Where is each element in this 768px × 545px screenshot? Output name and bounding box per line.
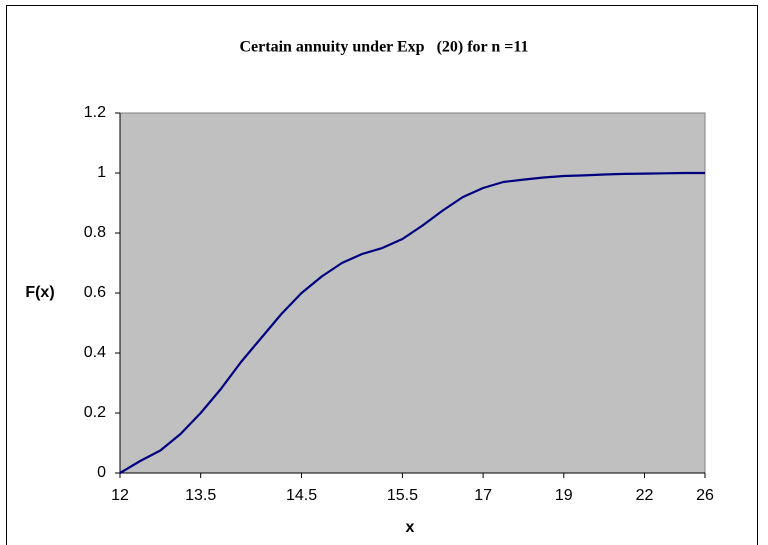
x-tick-label: 22 — [636, 487, 654, 504]
y-tick-label: 0.2 — [84, 404, 106, 421]
y-tick-label: 0.8 — [84, 224, 106, 241]
x-tick-label: 26 — [696, 487, 714, 504]
x-tick-label: 14.5 — [286, 487, 317, 504]
x-tick-label: 19 — [555, 487, 573, 504]
x-tick-label: 17 — [474, 487, 492, 504]
y-tick-label: 0 — [97, 464, 106, 481]
data-line — [119, 171, 705, 474]
x-tick-label: 13.5 — [185, 487, 216, 504]
y-axis-title: F(x) — [25, 284, 54, 301]
y-tick-label: 0.4 — [84, 344, 106, 361]
y-tick-label: 1.2 — [84, 104, 106, 121]
y-tick-label: 1 — [97, 164, 106, 181]
plot-area — [119, 112, 706, 474]
x-tick-label: 12 — [111, 487, 129, 504]
x-axis-title: x — [406, 519, 415, 536]
chart-title: Certain annuity under Exp (20) for n =11 — [239, 39, 528, 56]
y-tick-label: 0.6 — [84, 284, 106, 301]
x-tick-label: 15.5 — [387, 487, 418, 504]
